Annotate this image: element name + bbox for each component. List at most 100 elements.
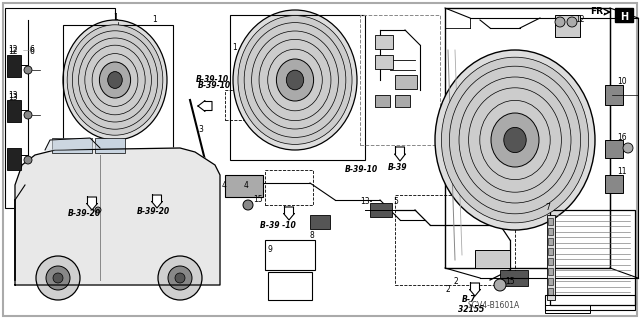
Bar: [395, 95, 410, 107]
Polygon shape: [395, 147, 405, 161]
Bar: [52, 138, 92, 153]
Bar: [7, 100, 21, 122]
Bar: [375, 35, 393, 49]
Bar: [545, 305, 590, 313]
Bar: [95, 138, 125, 153]
Text: —: —: [23, 47, 30, 53]
Bar: [548, 228, 553, 235]
Bar: [225, 175, 263, 197]
Ellipse shape: [233, 10, 357, 150]
Bar: [360, 15, 440, 145]
Ellipse shape: [108, 71, 122, 88]
Bar: [548, 288, 553, 295]
Bar: [548, 258, 553, 265]
Circle shape: [555, 17, 565, 27]
Bar: [375, 95, 390, 107]
Ellipse shape: [67, 25, 163, 135]
Bar: [5, 8, 115, 208]
Circle shape: [24, 66, 32, 74]
Text: 6: 6: [30, 46, 35, 55]
Circle shape: [46, 266, 70, 290]
Circle shape: [95, 207, 101, 213]
Text: 5: 5: [393, 197, 398, 206]
Text: 12: 12: [8, 48, 17, 56]
Bar: [548, 218, 553, 225]
Ellipse shape: [63, 20, 167, 140]
Circle shape: [623, 143, 633, 153]
Text: B-39 -10: B-39 -10: [260, 220, 296, 229]
Text: B-39-10: B-39-10: [196, 76, 229, 85]
Bar: [555, 15, 580, 37]
Text: 13-: 13-: [360, 197, 372, 206]
Text: FR.: FR.: [590, 8, 607, 17]
Circle shape: [494, 279, 506, 291]
Bar: [230, 15, 365, 160]
Text: B-39-20: B-39-20: [68, 210, 101, 219]
Bar: [395, 75, 417, 89]
Circle shape: [158, 256, 202, 300]
Bar: [500, 270, 528, 286]
Bar: [615, 8, 633, 22]
Bar: [265, 170, 313, 205]
Text: 12: 12: [8, 46, 17, 55]
Text: 12: 12: [575, 16, 584, 25]
Circle shape: [168, 266, 192, 290]
Text: 15: 15: [253, 196, 262, 204]
Bar: [548, 248, 553, 255]
Text: 1: 1: [113, 13, 118, 23]
Bar: [550, 210, 635, 305]
Polygon shape: [284, 207, 294, 220]
Bar: [605, 140, 623, 158]
Polygon shape: [152, 195, 163, 208]
Text: 7: 7: [545, 204, 550, 212]
Circle shape: [53, 273, 63, 283]
Bar: [63, 25, 173, 155]
Bar: [135, 155, 180, 193]
Text: 1: 1: [232, 42, 237, 51]
Ellipse shape: [99, 62, 131, 98]
Text: 8: 8: [310, 231, 315, 240]
Bar: [548, 278, 553, 285]
Circle shape: [567, 17, 577, 27]
Text: 4: 4: [222, 181, 227, 189]
Ellipse shape: [435, 50, 595, 230]
Text: 16: 16: [617, 132, 627, 142]
Bar: [547, 215, 555, 300]
Bar: [445, 8, 610, 268]
Polygon shape: [470, 283, 481, 296]
Ellipse shape: [491, 113, 539, 167]
Text: 4: 4: [244, 181, 249, 189]
Bar: [70, 155, 115, 195]
Bar: [310, 215, 330, 229]
Text: B-39-10: B-39-10: [198, 80, 231, 90]
Bar: [225, 90, 260, 120]
Circle shape: [36, 256, 80, 300]
Text: 9: 9: [268, 246, 273, 255]
Ellipse shape: [442, 57, 589, 223]
Ellipse shape: [238, 16, 352, 145]
Bar: [375, 55, 393, 69]
Text: 13: 13: [8, 91, 18, 100]
Bar: [7, 148, 21, 170]
Bar: [548, 268, 553, 275]
Text: 1: 1: [152, 16, 157, 25]
Bar: [475, 250, 510, 268]
Text: 13: 13: [8, 93, 18, 101]
Bar: [268, 272, 312, 300]
Text: B-39: B-39: [388, 164, 408, 173]
Text: 32155: 32155: [458, 306, 484, 315]
Text: 2: 2: [445, 286, 450, 294]
Text: B-7: B-7: [462, 295, 476, 305]
Bar: [605, 175, 623, 193]
Text: SCV4-B1601A: SCV4-B1601A: [468, 300, 520, 309]
Polygon shape: [198, 100, 212, 111]
Bar: [548, 238, 553, 245]
Polygon shape: [45, 138, 100, 150]
Polygon shape: [15, 148, 220, 285]
Bar: [370, 203, 392, 217]
Ellipse shape: [504, 127, 526, 152]
Text: B-39-10: B-39-10: [345, 166, 378, 174]
Circle shape: [24, 156, 32, 164]
Ellipse shape: [286, 70, 304, 90]
Text: 10: 10: [617, 78, 627, 86]
